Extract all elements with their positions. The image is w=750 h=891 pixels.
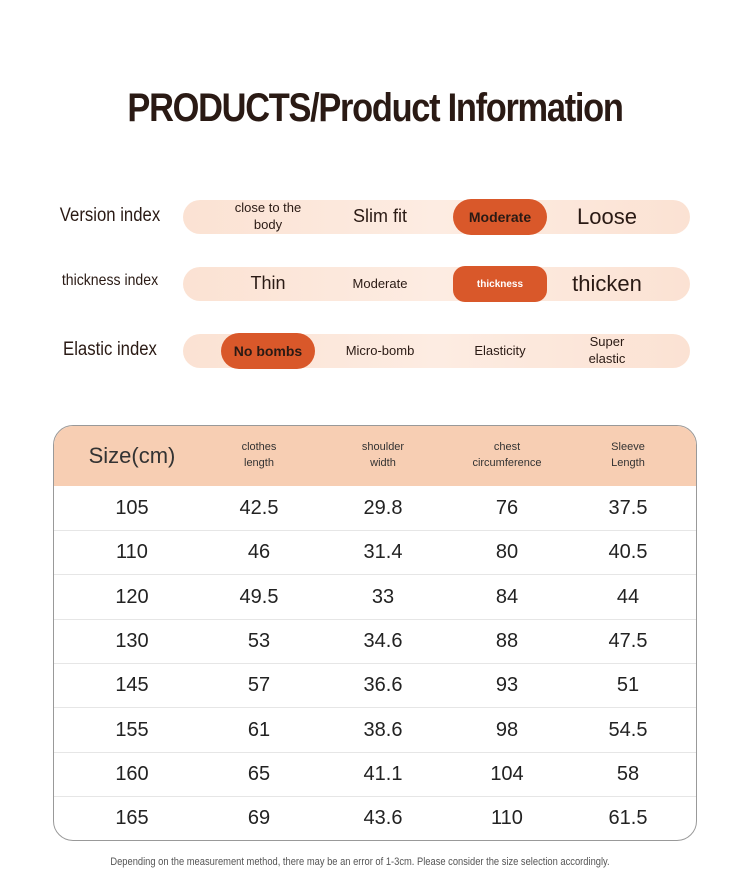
selected-highlight bbox=[221, 333, 315, 369]
table-row: 130 53 34.6 88 47.5 bbox=[54, 619, 696, 664]
table-cell: 61.5 bbox=[608, 807, 648, 830]
index-option: Elasticity bbox=[474, 342, 526, 358]
table-cell: 58 bbox=[616, 762, 640, 785]
table-cell: 69 bbox=[247, 807, 271, 830]
table-cell: 93 bbox=[495, 674, 519, 697]
index-bar bbox=[183, 200, 690, 234]
table-cell: 44 bbox=[616, 585, 640, 608]
index-option: Micro-bomb bbox=[345, 342, 415, 358]
table-cell: 53 bbox=[247, 629, 271, 652]
table-cell: 42.5 bbox=[239, 497, 279, 519]
title: PRODUCTS/Product Information bbox=[127, 86, 623, 130]
table-row: 110 46 31.4 80 40.5 bbox=[54, 530, 696, 576]
index-option: No bombs bbox=[233, 342, 303, 359]
table-cell: 40.5 bbox=[608, 541, 648, 564]
table-cell: 98 bbox=[495, 718, 519, 741]
table-cell: 88 bbox=[495, 629, 519, 652]
selected-highlight bbox=[453, 199, 547, 235]
table-cell: 51 bbox=[616, 674, 640, 697]
column-header: chest circumference bbox=[472, 441, 542, 469]
table-cell: 61 bbox=[247, 718, 271, 741]
table-cell: 38.6 bbox=[363, 718, 403, 741]
table-row: 120 49.5 33 84 44 bbox=[54, 575, 696, 620]
column-header: shoulder width bbox=[361, 441, 405, 469]
table-cell: 41.1 bbox=[363, 762, 403, 785]
size-table: Size(cm) clothes length shoulder width ches… bbox=[53, 425, 697, 841]
column-header: clothes length bbox=[241, 441, 277, 469]
table-header: Size(cm) clothes length shoulder width ches… bbox=[54, 426, 696, 486]
table-cell: 105 bbox=[115, 497, 149, 519]
index-option: Loose bbox=[577, 203, 637, 229]
table-cell: 37.5 bbox=[608, 497, 648, 519]
index-label: Elastic index bbox=[63, 339, 157, 360]
index-bar bbox=[183, 267, 690, 301]
table-cell: 130 bbox=[115, 629, 149, 652]
table-cell: 29.8 bbox=[363, 497, 403, 519]
index-option: Moderate bbox=[468, 208, 532, 225]
table-cell: 110 bbox=[491, 807, 523, 830]
selected-highlight bbox=[453, 266, 547, 302]
index-option: Thin bbox=[250, 273, 286, 294]
index-label: thickness index bbox=[61, 272, 159, 289]
table-cell: 145 bbox=[115, 674, 149, 697]
column-header: Sleeve Length bbox=[611, 441, 645, 469]
column-header: Size(cm) bbox=[88, 443, 176, 469]
table-row: 145 57 36.6 93 51 bbox=[54, 663, 696, 709]
index-option: Super elastic bbox=[588, 334, 626, 366]
table-cell: 104 bbox=[490, 762, 524, 785]
table-cell: 80 bbox=[495, 541, 519, 564]
table-row: 155 61 38.6 98 54.5 bbox=[54, 708, 696, 753]
index-option: Moderate bbox=[352, 275, 408, 291]
index-option: thickness bbox=[476, 278, 524, 290]
table-row: 105 42.5 29.8 76 37.5 bbox=[54, 486, 696, 531]
table-cell: 110 bbox=[116, 541, 148, 564]
index-option: close to the body bbox=[234, 200, 302, 232]
table-cell: 33 bbox=[371, 585, 395, 608]
table-cell: 31.4 bbox=[363, 541, 403, 564]
table-cell: 43.6 bbox=[363, 807, 403, 830]
table-cell: 46 bbox=[247, 541, 271, 564]
table-cell: 160 bbox=[115, 762, 149, 785]
index-label: Version index bbox=[59, 205, 161, 226]
table-cell: 155 bbox=[115, 718, 149, 741]
table-cell: 165 bbox=[115, 807, 149, 830]
table-cell: 57 bbox=[247, 674, 271, 697]
table-row: 165 69 43.6 110 61.5 bbox=[54, 796, 696, 840]
table-cell: 49.5 bbox=[239, 585, 279, 608]
table-row: 160 65 41.1 104 58 bbox=[54, 752, 696, 797]
index-option: Slim fit bbox=[353, 206, 407, 227]
table-cell: 34.6 bbox=[363, 629, 403, 652]
index-option: thicken bbox=[572, 270, 642, 296]
table-cell: 65 bbox=[247, 762, 271, 785]
table-cell: 54.5 bbox=[608, 718, 648, 741]
table-cell: 47.5 bbox=[608, 629, 648, 652]
table-cell: 76 bbox=[495, 497, 519, 519]
table-cell: 120 bbox=[115, 585, 149, 608]
table-cell: 84 bbox=[495, 585, 519, 608]
footnote: Depending on the measurement method, the… bbox=[110, 856, 610, 868]
table-cell: 36.6 bbox=[363, 674, 403, 697]
